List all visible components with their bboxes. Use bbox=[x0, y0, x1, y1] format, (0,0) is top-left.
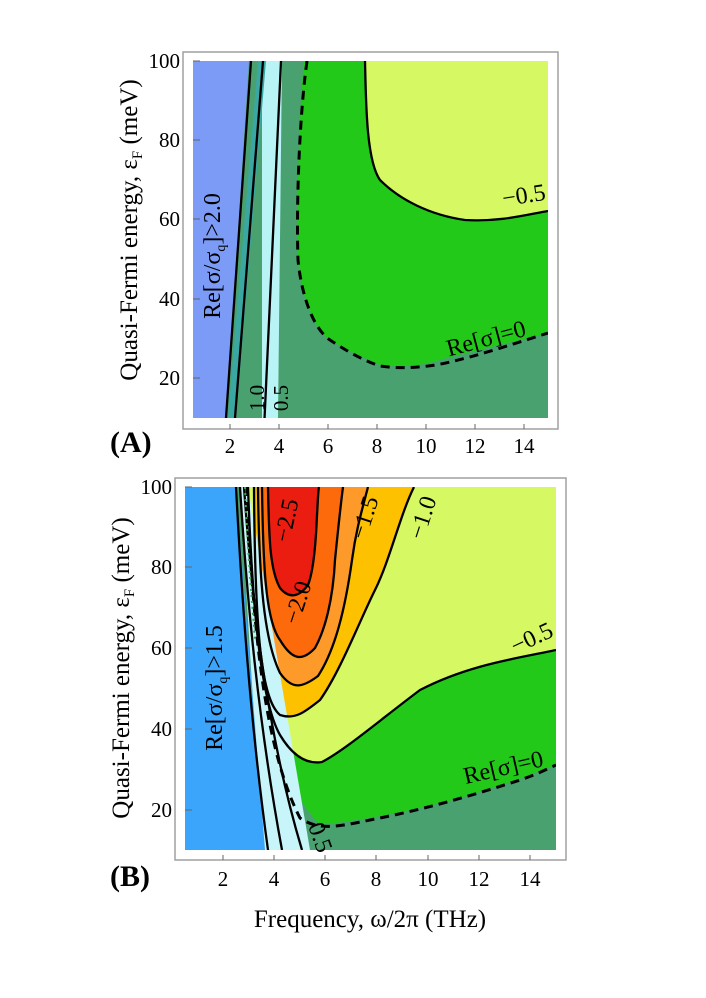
x-tick-label: 2 bbox=[225, 434, 236, 458]
panel-a: 100 80 60 40 20 2 4 6 8 10 12 14 Quasi-F… bbox=[110, 49, 559, 459]
x-tick-label: 14 bbox=[520, 867, 542, 891]
y-tick-label: 20 bbox=[159, 366, 180, 390]
contour-b-neg25 bbox=[266, 487, 321, 597]
region-label-high-a: Re[σ/σq]>2.0 bbox=[200, 193, 229, 319]
x-tick-label: 10 bbox=[416, 434, 437, 458]
contour-a-2p0 bbox=[224, 61, 253, 418]
contour-label-a-1p0: 1.0 bbox=[245, 385, 269, 411]
panel-label-b: (B) bbox=[110, 860, 150, 893]
y-tick-label: 60 bbox=[159, 207, 180, 231]
region-label-high-b: Re[σ/σq]>1.5 bbox=[202, 625, 231, 751]
region-a-blue bbox=[193, 61, 249, 418]
contour-b-neg15 bbox=[256, 487, 370, 687]
x-tick-label: 10 bbox=[418, 867, 439, 891]
x-tick-label: 2 bbox=[218, 867, 229, 891]
contour-b-neg05 bbox=[246, 487, 556, 764]
contour-b-dotted bbox=[244, 487, 256, 641]
y-tick-label: 100 bbox=[149, 49, 181, 73]
contour-b-1p5 bbox=[234, 487, 270, 850]
y-axis-label-a: Quasi-Fermi energy, εF (meV) bbox=[116, 79, 146, 380]
contour-b-1p0 bbox=[238, 487, 284, 850]
x-tick-label: 12 bbox=[465, 434, 486, 458]
y-tick-labels-b: 100 80 60 40 20 bbox=[141, 475, 173, 822]
y-tick-label: 40 bbox=[151, 717, 172, 741]
contour-a-0p5 bbox=[263, 61, 283, 418]
x-tick-label: 8 bbox=[372, 434, 383, 458]
x-tick-label: 4 bbox=[269, 867, 280, 891]
x-tick-label: 4 bbox=[274, 434, 285, 458]
panel-label-a: (A) bbox=[110, 426, 152, 459]
contour-a-1p0 bbox=[233, 61, 265, 418]
y-tick-label: 20 bbox=[151, 798, 172, 822]
y-tick-label: 80 bbox=[159, 128, 180, 152]
contour-a-neg05 bbox=[363, 61, 548, 222]
x-tick-label: 6 bbox=[323, 434, 334, 458]
x-ticks-a bbox=[229, 424, 525, 429]
x-ticks-b bbox=[222, 855, 531, 860]
y-tick-labels-a: 100 80 60 40 20 bbox=[149, 49, 181, 390]
x-tick-label: 6 bbox=[320, 867, 331, 891]
x-tick-label: 12 bbox=[469, 867, 490, 891]
contour-b-neg20 bbox=[260, 487, 345, 659]
x-tick-labels-a: 2 4 6 8 10 12 14 bbox=[225, 434, 535, 458]
x-tick-labels-b: 2 4 6 8 10 12 14 bbox=[218, 867, 541, 891]
contour-a-zero bbox=[295, 61, 548, 370]
y-ticks-b bbox=[185, 486, 192, 811]
region-a-yellow bbox=[365, 61, 548, 221]
y-tick-label: 40 bbox=[159, 287, 180, 311]
y-tick-label: 80 bbox=[151, 555, 172, 579]
x-tick-label: 8 bbox=[371, 867, 382, 891]
region-b-red bbox=[268, 487, 319, 596]
y-ticks-a bbox=[193, 60, 200, 379]
y-axis-label-b: Quasi-Fermi energy, εF (meV) bbox=[108, 517, 138, 818]
y-tick-label: 100 bbox=[141, 475, 173, 499]
contour-label-a-0p5: 0.5 bbox=[269, 385, 293, 411]
contour-b-neg10 bbox=[252, 487, 416, 718]
panel-b: 100 80 60 40 20 2 4 6 8 10 12 14 Quasi-F… bbox=[108, 475, 567, 933]
x-axis-label-b: Frequency, ω/2π (THz) bbox=[254, 906, 486, 933]
x-tick-label: 14 bbox=[514, 434, 536, 458]
region-b-blue bbox=[185, 487, 265, 850]
y-tick-label: 60 bbox=[151, 636, 172, 660]
